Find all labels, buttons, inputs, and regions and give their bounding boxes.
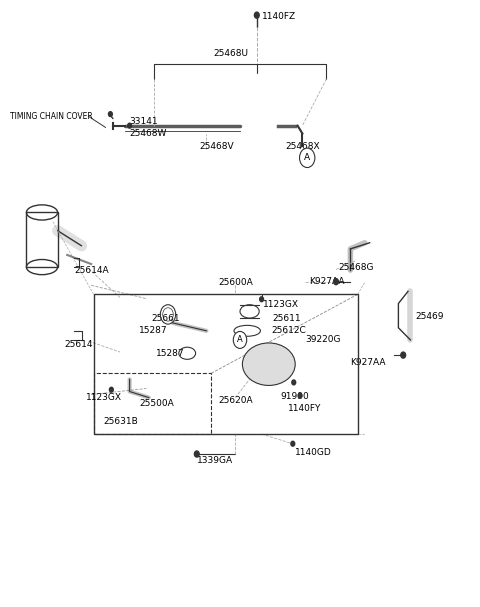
Text: 1140FY: 1140FY (288, 404, 322, 413)
Text: 91990: 91990 (281, 392, 310, 401)
Text: 25468W: 25468W (130, 129, 167, 138)
Text: 25468X: 25468X (286, 143, 320, 151)
Circle shape (128, 123, 132, 128)
Text: 25468U: 25468U (214, 49, 249, 58)
Circle shape (292, 380, 296, 385)
Text: 25600A: 25600A (218, 279, 253, 287)
Text: 1339GA: 1339GA (197, 456, 233, 464)
Text: 25661: 25661 (151, 314, 180, 322)
Text: 25620A: 25620A (218, 396, 253, 405)
Circle shape (194, 451, 199, 457)
Text: K927AA: K927AA (350, 359, 386, 367)
Text: 25468G: 25468G (338, 263, 374, 271)
Circle shape (401, 352, 406, 358)
Text: 25469: 25469 (415, 313, 444, 321)
Circle shape (291, 441, 295, 446)
Text: 1140FZ: 1140FZ (262, 13, 296, 21)
Text: 15287: 15287 (139, 327, 168, 335)
Text: 25612C: 25612C (271, 327, 306, 335)
Text: 25500A: 25500A (139, 399, 174, 408)
Text: 33141: 33141 (130, 117, 158, 126)
Circle shape (300, 148, 315, 168)
Circle shape (233, 331, 247, 348)
Text: 25631B: 25631B (103, 417, 138, 426)
Text: 1123GX: 1123GX (86, 393, 122, 402)
Text: 25468V: 25468V (199, 143, 234, 151)
Text: 25611: 25611 (273, 314, 301, 322)
Bar (26, 212, 58, 267)
Circle shape (254, 12, 259, 18)
Circle shape (109, 387, 113, 392)
Text: 25614A: 25614A (74, 266, 109, 274)
Circle shape (298, 393, 302, 398)
Text: 15287: 15287 (156, 349, 185, 358)
Circle shape (260, 297, 264, 302)
Text: A: A (237, 336, 243, 344)
Text: 1123GX: 1123GX (263, 300, 299, 309)
Circle shape (334, 279, 338, 285)
Bar (94, 294, 358, 434)
Circle shape (108, 112, 112, 117)
Text: 1140GD: 1140GD (295, 448, 332, 456)
Text: A: A (304, 154, 310, 162)
Text: K927AA: K927AA (310, 277, 345, 286)
Bar (94, 373, 211, 434)
Ellipse shape (242, 343, 295, 385)
Text: 39220G: 39220G (305, 336, 340, 344)
Text: TIMING CHAIN COVER: TIMING CHAIN COVER (10, 112, 92, 121)
Text: 25614: 25614 (65, 341, 93, 349)
